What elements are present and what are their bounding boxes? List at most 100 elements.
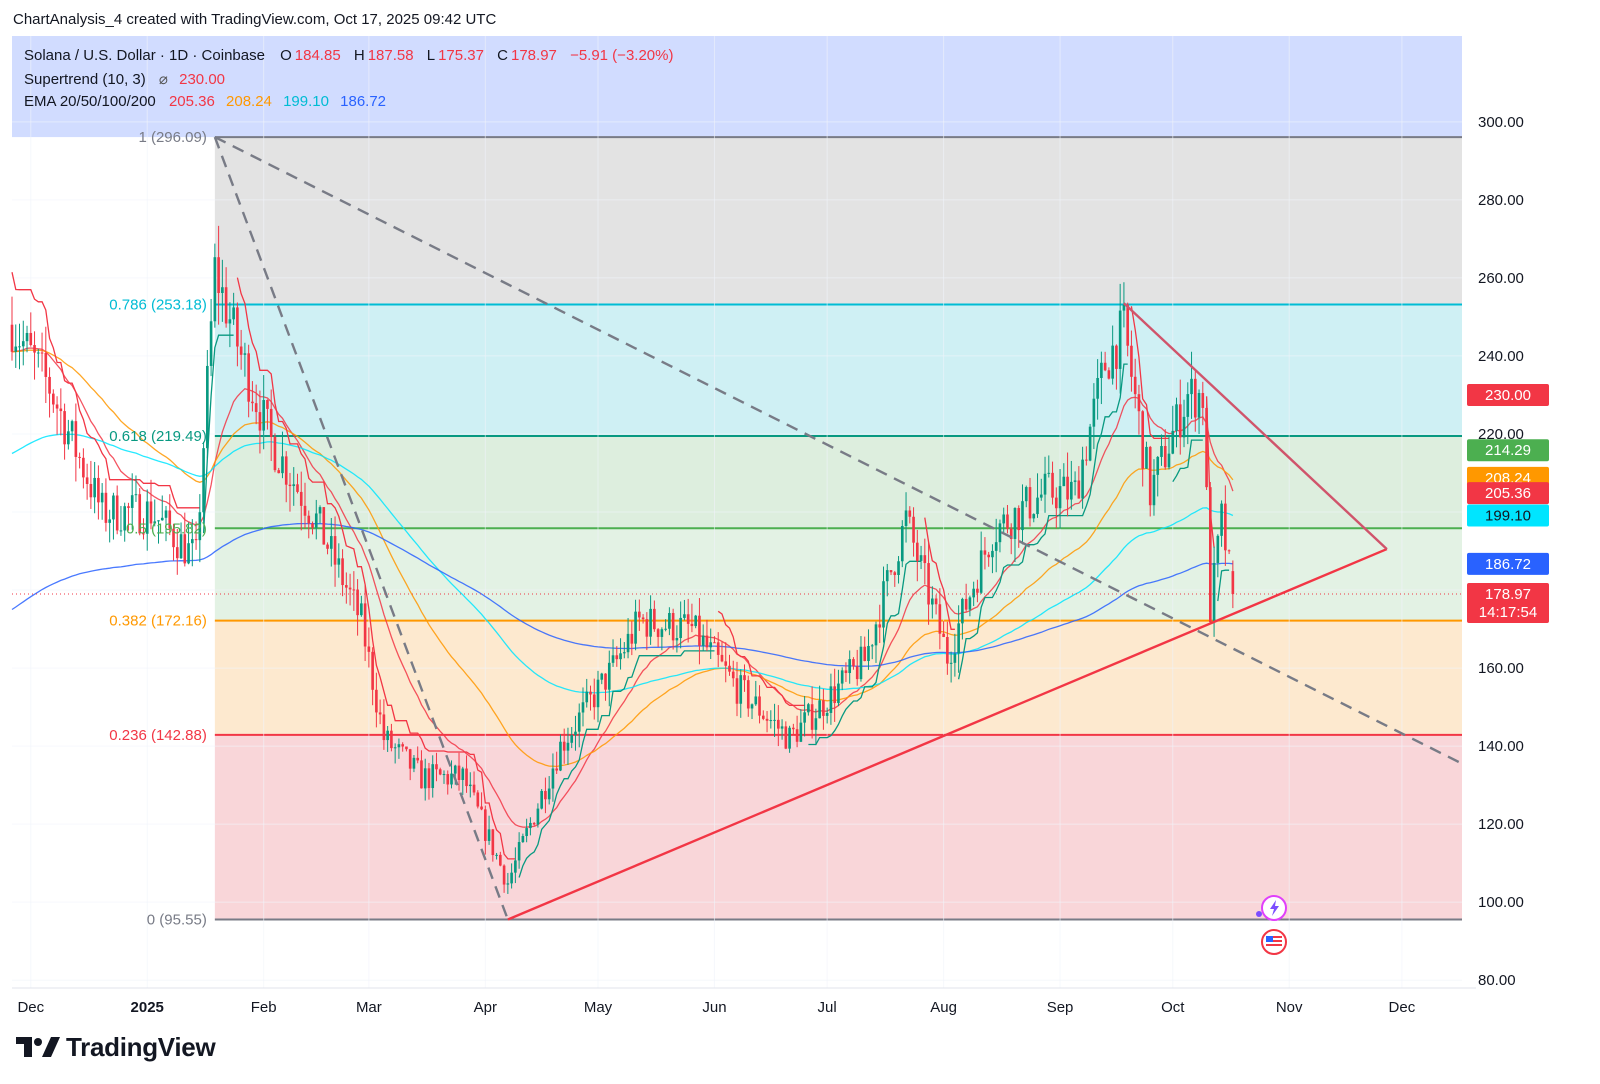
- candle[interactable]: [716, 632, 720, 668]
- candle[interactable]: [848, 650, 852, 684]
- candle[interactable]: [1096, 359, 1099, 420]
- candle[interactable]: [1178, 379, 1182, 455]
- candle[interactable]: [1163, 429, 1167, 470]
- candle[interactable]: [1107, 367, 1111, 380]
- candle[interactable]: [698, 598, 701, 665]
- candle[interactable]: [1201, 381, 1205, 426]
- candle[interactable]: [855, 649, 859, 686]
- candle[interactable]: [728, 654, 731, 676]
- candle[interactable]: [799, 709, 803, 743]
- candle[interactable]: [1160, 434, 1163, 466]
- candle[interactable]: [329, 517, 333, 567]
- candle[interactable]: [1133, 358, 1137, 409]
- candle[interactable]: [292, 467, 296, 506]
- candle[interactable]: [100, 483, 104, 520]
- candle[interactable]: [810, 686, 814, 739]
- candle[interactable]: [619, 638, 622, 670]
- candle[interactable]: [915, 529, 919, 582]
- candle[interactable]: [626, 618, 630, 659]
- candle[interactable]: [74, 403, 78, 482]
- tradingview-logo[interactable]: TradingView: [16, 1030, 216, 1064]
- candle[interactable]: [1088, 423, 1092, 462]
- candle[interactable]: [183, 512, 187, 567]
- candle[interactable]: [1051, 461, 1054, 505]
- candle[interactable]: [780, 719, 784, 740]
- candle[interactable]: [577, 703, 581, 748]
- candle[interactable]: [281, 431, 284, 479]
- candle[interactable]: [931, 586, 934, 619]
- candle[interactable]: [765, 711, 769, 733]
- candle[interactable]: [318, 505, 322, 524]
- candle[interactable]: [1171, 405, 1175, 455]
- candle[interactable]: [900, 520, 904, 568]
- candle[interactable]: [48, 367, 51, 418]
- candle[interactable]: [777, 705, 780, 747]
- candle[interactable]: [664, 619, 667, 632]
- candle[interactable]: [97, 465, 100, 520]
- candle[interactable]: [1137, 384, 1141, 435]
- candle[interactable]: [93, 461, 96, 514]
- x-axis[interactable]: Dec 2025 Feb Mar Apr May Jun Jul Aug Sep Oct Nov Dec: [17, 999, 1415, 1016]
- candle[interactable]: [570, 726, 574, 749]
- candle[interactable]: [803, 695, 806, 737]
- candle[interactable]: [1070, 460, 1073, 510]
- candle[interactable]: [1167, 435, 1171, 470]
- candle[interactable]: [247, 344, 250, 418]
- candle[interactable]: [341, 549, 344, 597]
- candle[interactable]: [735, 661, 739, 717]
- candle[interactable]: [555, 751, 559, 774]
- candle[interactable]: [837, 669, 840, 707]
- candle[interactable]: [874, 621, 878, 663]
- candle[interactable]: [912, 507, 915, 557]
- candle[interactable]: [232, 292, 235, 325]
- candle[interactable]: [348, 573, 352, 606]
- candle[interactable]: [994, 518, 998, 573]
- candle[interactable]: [127, 502, 130, 531]
- candle[interactable]: [510, 863, 513, 889]
- candle[interactable]: [724, 642, 728, 683]
- candle[interactable]: [145, 489, 149, 551]
- candle[interactable]: [59, 388, 63, 436]
- candle[interactable]: [202, 441, 205, 524]
- candle[interactable]: [1100, 351, 1103, 405]
- candle[interactable]: [157, 520, 160, 544]
- candle[interactable]: [269, 389, 273, 462]
- candle[interactable]: [326, 542, 329, 555]
- candle[interactable]: [44, 326, 48, 404]
- us-flag-icon[interactable]: [1261, 929, 1287, 955]
- candle[interactable]: [390, 723, 393, 752]
- candle[interactable]: [277, 467, 281, 474]
- candle[interactable]: [175, 528, 179, 575]
- supertrend-label[interactable]: Supertrend (10, 3): [24, 71, 146, 88]
- candle[interactable]: [840, 667, 844, 691]
- candle[interactable]: [731, 660, 735, 687]
- candle[interactable]: [991, 544, 994, 574]
- candle[interactable]: [484, 805, 487, 855]
- candle[interactable]: [938, 588, 942, 650]
- candle[interactable]: [1058, 469, 1062, 529]
- candle[interactable]: [792, 723, 795, 734]
- candle[interactable]: [972, 581, 975, 607]
- symbol-name[interactable]: Solana / U.S. Dollar · 1D · Coinbase: [24, 47, 265, 64]
- candle[interactable]: [1009, 523, 1013, 555]
- candle[interactable]: [807, 702, 810, 716]
- candle[interactable]: [1227, 549, 1231, 555]
- candle[interactable]: [859, 636, 863, 682]
- candle[interactable]: [457, 752, 461, 791]
- candle[interactable]: [769, 710, 773, 729]
- candle[interactable]: [656, 628, 660, 647]
- candle[interactable]: [720, 641, 724, 663]
- candle[interactable]: [739, 669, 743, 718]
- candle[interactable]: [882, 566, 885, 643]
- candle[interactable]: [822, 688, 825, 730]
- candle[interactable]: [25, 325, 29, 353]
- candle[interactable]: [251, 381, 254, 412]
- candle[interactable]: [795, 715, 799, 748]
- candle[interactable]: [949, 651, 953, 683]
- candle[interactable]: [919, 545, 923, 570]
- candle[interactable]: [322, 507, 326, 545]
- candle[interactable]: [1039, 478, 1043, 501]
- y-axis[interactable]: 80.00100.00120.00140.00160.00180.00200.0…: [1478, 114, 1524, 989]
- candle[interactable]: [660, 627, 664, 651]
- candle[interactable]: [506, 872, 510, 894]
